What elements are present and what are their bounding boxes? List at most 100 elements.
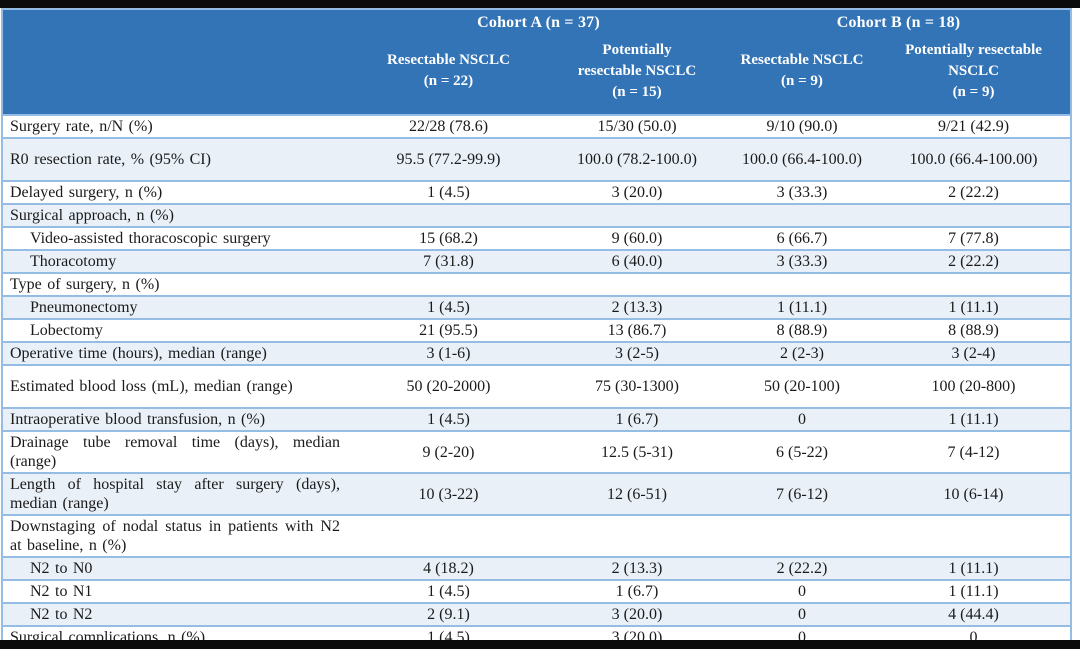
value-cell: 4 (18.2) [350, 556, 547, 580]
value-cell: 7 (4-12) [877, 430, 1072, 473]
value-cell: 15 (68.2) [350, 226, 547, 250]
value-cell: 2 (22.2) [727, 556, 877, 580]
value-cell: 50 (20-100) [727, 364, 877, 408]
value-cell: 1 (11.1) [727, 295, 877, 319]
value-cell: 1 (4.5) [350, 295, 547, 319]
column-header-potentially-resectable-a: Potentially resectable NSCLC (n = 15) [547, 34, 727, 116]
column-header-resectable-a: Resectable NSCLC (n = 22) [350, 34, 547, 116]
value-cell: 100.0 (66.4-100.00) [877, 137, 1072, 181]
value-cell [350, 514, 547, 557]
table-row: Intraoperative blood transfusion, n (%) 1… [2, 407, 1072, 431]
value-cell: 12.5 (5-31) [547, 430, 727, 473]
value-cell: 6 (40.0) [547, 249, 727, 273]
value-cell: 1 (4.5) [350, 180, 547, 204]
column-header-resectable-b: Resectable NSCLC (n = 9) [727, 34, 877, 116]
value-cell: 3 (1-6) [350, 341, 547, 365]
value-cell: 10 (6-14) [877, 472, 1072, 515]
table-row: Downstaging of nodal status in patients … [2, 514, 1072, 557]
value-cell: 1 (6.7) [547, 407, 727, 431]
table-row: Video-assisted thoracoscopic surgery 15 (… [2, 226, 1072, 250]
table-row: Type of surgery, n (%) [2, 272, 1072, 296]
column-header-potentially-resectable-b: Potentially resectable NSCLC (n = 9) [877, 34, 1072, 116]
top-frame-bar [0, 0, 1080, 8]
table-row: N2 to N1 1 (4.5) 1 (6.7) 0 1 (11.1) [2, 579, 1072, 603]
value-cell: 2 (2-3) [727, 341, 877, 365]
value-cell: 12 (6-51) [547, 472, 727, 515]
table-body: Surgery rate, n/N (%) 22/28 (78.6) 15/30 (… [2, 114, 1072, 649]
value-cell: 100.0 (66.4-100.0) [727, 137, 877, 181]
value-cell: 3 (33.3) [727, 249, 877, 273]
row-label: Surgery rate, n/N (%) [2, 114, 350, 138]
value-cell: 0 [727, 579, 877, 603]
value-cell [877, 272, 1072, 296]
value-cell: 6 (5-22) [727, 430, 877, 473]
row-label: Thoracotomy [2, 249, 350, 273]
row-label: Delayed surgery, n (%) [2, 180, 350, 204]
row-label: Drainage tube removal time (days), media… [2, 430, 350, 473]
table-row: Operative time (hours), median (range) 3 … [2, 341, 1072, 365]
row-label: Pneumonectomy [2, 295, 350, 319]
value-cell [547, 203, 727, 227]
value-cell: 75 (30-1300) [547, 364, 727, 408]
row-label: N2 to N0 [2, 556, 350, 580]
value-cell: 9/21 (42.9) [877, 114, 1072, 138]
value-cell [877, 203, 1072, 227]
value-cell [727, 203, 877, 227]
value-cell: 2 (22.2) [877, 180, 1072, 204]
row-label: Intraoperative blood transfusion, n (%) [2, 407, 350, 431]
bottom-frame-bar [0, 640, 1080, 649]
value-cell: 7 (31.8) [350, 249, 547, 273]
value-cell: 0 [727, 407, 877, 431]
table-row: Length of hospital stay after surgery (d… [2, 472, 1072, 515]
value-cell [547, 514, 727, 557]
value-cell: 1 (11.1) [877, 556, 1072, 580]
value-cell: 9 (60.0) [547, 226, 727, 250]
value-cell [727, 514, 877, 557]
value-cell [877, 514, 1072, 557]
value-cell: 9 (2-20) [350, 430, 547, 473]
value-cell [350, 272, 547, 296]
value-cell: 2 (22.2) [877, 249, 1072, 273]
value-cell: 100.0 (78.2-100.0) [547, 137, 727, 181]
value-cell: 4 (44.4) [877, 602, 1072, 626]
value-cell: 10 (3-22) [350, 472, 547, 515]
value-cell: 3 (2-4) [877, 341, 1072, 365]
row-label: Surgical approach, n (%) [2, 203, 350, 227]
value-cell: 7 (6-12) [727, 472, 877, 515]
value-cell: 15/30 (50.0) [547, 114, 727, 138]
value-cell: 7 (77.8) [877, 226, 1072, 250]
corner-cell [2, 9, 350, 34]
table-row: Lobectomy 21 (95.5) 13 (86.7) 8 (88.9) 8 (88… [2, 318, 1072, 342]
cohort-b-header: Cohort B (n = 18) [727, 9, 1072, 34]
row-label: N2 to N2 [2, 602, 350, 626]
value-cell: 1 (11.1) [877, 407, 1072, 431]
value-cell: 13 (86.7) [547, 318, 727, 342]
table-row: N2 to N2 2 (9.1) 3 (20.0) 0 4 (44.4) [2, 602, 1072, 626]
value-cell: 1 (11.1) [877, 295, 1072, 319]
row-label: Operative time (hours), median (range) [2, 341, 350, 365]
value-cell: 3 (2-5) [547, 341, 727, 365]
table-row: Surgical approach, n (%) [2, 203, 1072, 227]
value-cell: 3 (20.0) [547, 180, 727, 204]
value-cell: 2 (13.3) [547, 295, 727, 319]
corner-cell-2 [2, 34, 350, 116]
column-header-row: Resectable NSCLC (n = 22) Potentially re… [2, 34, 1072, 116]
value-cell [547, 272, 727, 296]
value-cell: 8 (88.9) [877, 318, 1072, 342]
row-label: Lobectomy [2, 318, 350, 342]
row-label: Downstaging of nodal status in patients … [2, 514, 350, 557]
value-cell: 0 [727, 602, 877, 626]
value-cell: 1 (11.1) [877, 579, 1072, 603]
value-cell: 1 (6.7) [547, 579, 727, 603]
value-cell: 3 (20.0) [547, 602, 727, 626]
cohort-a-header: Cohort A (n = 37) [350, 9, 727, 34]
table-row: Estimated blood loss (mL), median (range… [2, 364, 1072, 408]
table-row: Thoracotomy 7 (31.8) 6 (40.0) 3 (33.3) 2 (22… [2, 249, 1072, 273]
table-row: R0 resection rate, % (95% CI) 95.5 (77.2-… [2, 137, 1072, 181]
table-row: N2 to N0 4 (18.2) 2 (13.3) 2 (22.2) 1 (11.1) [2, 556, 1072, 580]
value-cell: 1 (4.5) [350, 579, 547, 603]
row-label: Type of surgery, n (%) [2, 272, 350, 296]
row-label: R0 resection rate, % (95% CI) [2, 137, 350, 181]
surgical-outcomes-table: Cohort A (n = 37) Cohort B (n = 18) Rese… [1, 8, 1073, 649]
